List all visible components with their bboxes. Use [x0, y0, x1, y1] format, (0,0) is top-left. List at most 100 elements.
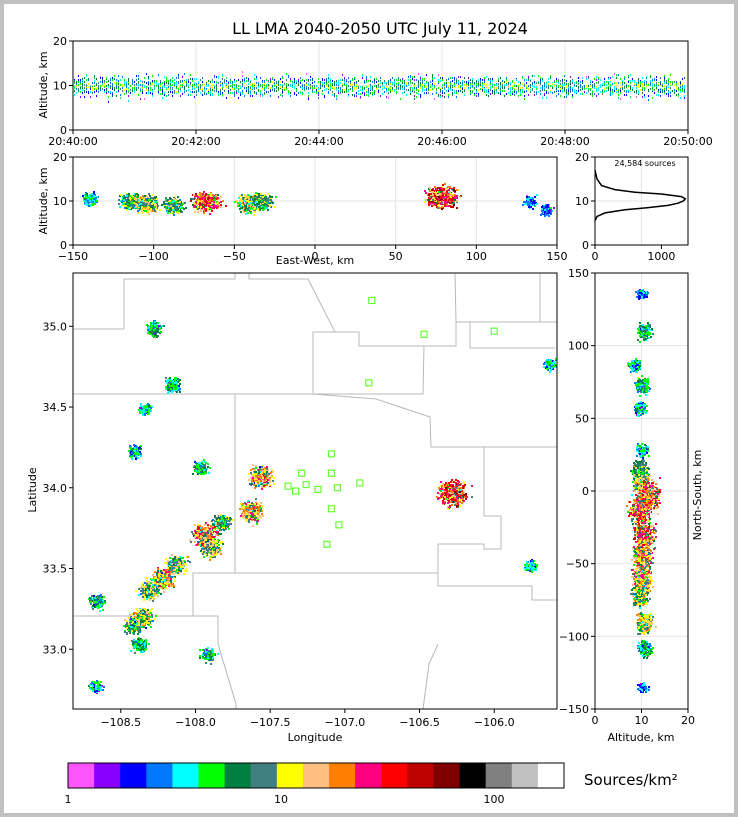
time-height-source — [336, 89, 337, 91]
time-height-source — [460, 76, 461, 78]
time-height-source — [192, 91, 193, 93]
time-height-source — [678, 82, 679, 84]
time-height-source — [452, 80, 453, 82]
time-height-source — [296, 80, 297, 82]
time-height-source — [422, 88, 423, 90]
time-height-source — [78, 79, 79, 81]
time-height-source — [424, 86, 425, 88]
time-height-source — [180, 80, 181, 82]
time-height-source — [248, 78, 249, 80]
time-height-source — [510, 94, 511, 96]
time-height-source — [172, 95, 173, 97]
time-height-source — [232, 85, 233, 87]
ew-source — [156, 198, 158, 200]
time-height-source — [102, 79, 103, 81]
time-height-source — [252, 85, 253, 87]
ew-source — [256, 203, 258, 205]
time-height-source — [526, 90, 527, 92]
time-height-source — [500, 82, 501, 84]
time-height-source — [124, 84, 125, 86]
ew-source — [182, 203, 184, 205]
time-height-source — [374, 79, 375, 81]
time-height-source — [344, 89, 345, 91]
ew-source — [194, 206, 196, 208]
time-height-source — [390, 87, 391, 89]
time-height-source — [444, 84, 445, 86]
time-height-source — [664, 85, 665, 87]
ew-source — [124, 207, 126, 209]
ew-source — [178, 203, 180, 205]
time-height-source — [270, 90, 271, 92]
time-height-source — [496, 89, 497, 91]
time-height-source — [426, 88, 427, 90]
time-height-source — [88, 79, 89, 81]
time-height-source — [418, 93, 419, 95]
time-height-source — [618, 91, 619, 93]
time-height-source — [134, 87, 135, 89]
ew-source — [180, 204, 182, 206]
time-height-source — [516, 85, 517, 87]
time-height-source — [262, 88, 263, 90]
time-height-source — [362, 75, 363, 77]
time-height-source — [670, 74, 671, 76]
time-height-source — [262, 84, 263, 86]
time-height-source — [642, 85, 643, 87]
time-height-source — [580, 84, 581, 86]
ew-source — [145, 204, 147, 206]
time-height-source — [80, 91, 81, 93]
time-height-source — [266, 91, 267, 93]
time-height-source — [478, 93, 479, 95]
time-height-source — [346, 91, 347, 93]
ew-source — [176, 209, 178, 211]
time-height-source — [644, 96, 645, 98]
time-height-source — [614, 86, 615, 88]
time-height-source — [164, 94, 165, 96]
time-height-source — [188, 89, 189, 91]
time-height-source — [454, 79, 455, 81]
time-height-source — [190, 94, 191, 96]
time-height-source — [322, 78, 323, 80]
time-height-source — [352, 83, 353, 85]
time-height-source — [678, 95, 679, 97]
time-height-source — [654, 78, 655, 80]
time-height-source — [484, 91, 485, 93]
time-height-source — [524, 79, 525, 81]
time-height-source — [112, 95, 113, 97]
ew-source — [163, 201, 165, 203]
time-height-source — [664, 79, 665, 81]
time-height-source — [648, 89, 649, 91]
ew-source — [210, 208, 212, 210]
time-height-source — [386, 96, 387, 98]
time-height-source — [504, 87, 505, 89]
time-height-source — [410, 88, 411, 90]
ew-source — [159, 209, 161, 211]
ew-source — [195, 193, 197, 195]
time-height-source — [134, 91, 135, 93]
time-height-source — [496, 91, 497, 93]
time-height-source — [544, 93, 545, 95]
time-height-source — [238, 85, 239, 87]
time-height-source — [368, 95, 369, 97]
time-height-source — [384, 82, 385, 84]
time-height-source — [650, 82, 651, 84]
time-height-source — [416, 79, 417, 81]
ew-source — [124, 197, 126, 199]
time-height-source — [554, 80, 555, 82]
time-height-source — [214, 87, 215, 89]
ew-source — [250, 196, 252, 198]
time-height-source — [204, 84, 205, 86]
ew-source — [267, 193, 269, 195]
ew-source — [268, 202, 270, 204]
time-height-source — [380, 86, 381, 88]
time-height-source — [256, 92, 257, 94]
time-height-source — [116, 86, 117, 88]
ew-source — [239, 195, 241, 197]
time-height-source — [370, 86, 371, 88]
time-height-source — [110, 85, 111, 87]
time-height-source — [398, 79, 399, 81]
time-height-source — [198, 84, 199, 86]
time-height-source — [124, 82, 125, 84]
time-height-source — [378, 80, 379, 82]
time-height-source — [612, 83, 613, 85]
ew-source — [190, 200, 192, 202]
